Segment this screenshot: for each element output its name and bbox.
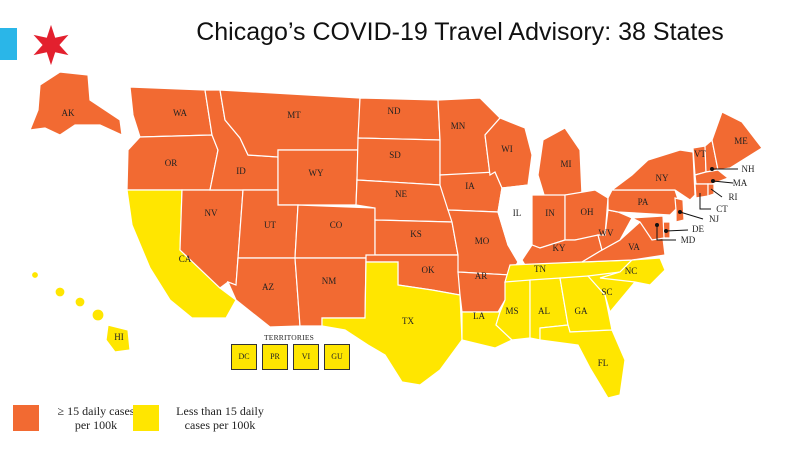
legend-advisory-line1: ≥ 15 daily cases (57, 404, 135, 418)
label-KS: KS (410, 229, 422, 239)
label-NH: NH (742, 164, 755, 174)
label-AR: AR (475, 271, 488, 281)
territories-title: TERRITORIES (264, 333, 314, 342)
state-SC (586, 271, 636, 314)
legend-swatch-advisory (13, 405, 39, 431)
state-NC (599, 257, 666, 286)
label-DE: DE (692, 224, 704, 234)
territory-GU: GU (324, 344, 350, 370)
legend-label-below: Less than 15 daily cases per 100k (160, 404, 280, 432)
legend-label-advisory: ≥ 15 daily cases per 100k (46, 404, 146, 432)
territory-DC: DC (231, 344, 257, 370)
label-VT: VT (694, 149, 706, 159)
label-ND: ND (388, 106, 401, 116)
label-CO: CO (330, 220, 343, 230)
territory-PR: PR (262, 344, 288, 370)
state-CO (294, 204, 376, 259)
label-WI: WI (501, 144, 513, 154)
label-IL: IL (513, 208, 522, 218)
state-HI (30, 270, 131, 353)
state-AK (29, 71, 123, 136)
label-OK: OK (422, 265, 435, 275)
state-SD (356, 137, 441, 186)
label-WY: WY (309, 168, 324, 178)
label-MT: MT (287, 110, 301, 120)
state-FL (539, 324, 626, 399)
label-GA: GA (575, 306, 588, 316)
state-WA (129, 86, 213, 138)
territory-VI: VI (293, 344, 319, 370)
label-NJ: NJ (709, 214, 719, 224)
label-NV: NV (205, 208, 218, 218)
label-AL: AL (538, 306, 550, 316)
chicago-flag-blue-bar (0, 28, 17, 60)
state-IL (497, 184, 533, 263)
label-FL: FL (598, 358, 609, 368)
label-OH: OH (581, 207, 594, 217)
label-AZ: AZ (262, 282, 274, 292)
label-WA: WA (173, 108, 187, 118)
state-ND (357, 97, 441, 141)
state-MD (629, 215, 665, 241)
label-NC: NC (625, 266, 638, 276)
state-WV (597, 209, 633, 251)
label-MO: MO (475, 236, 490, 246)
label-IN: IN (545, 208, 555, 218)
label-UT: UT (264, 220, 276, 230)
map-title: Chicago’s COVID-19 Travel Advisory: 38 S… (196, 18, 724, 46)
legend-advisory-line2: per 100k (74, 418, 118, 432)
label-HI: HI (114, 332, 124, 342)
callout-leaders (655, 167, 738, 241)
label-ME: ME (734, 136, 748, 146)
label-AK: AK (62, 108, 75, 118)
label-NE: NE (395, 189, 407, 199)
label-MN: MN (451, 121, 466, 131)
legend-below-line2: cases per 100k (184, 418, 256, 432)
label-KY: KY (553, 243, 566, 253)
label-WV: WV (599, 228, 614, 238)
label-MS: MS (505, 306, 518, 316)
label-SC: SC (601, 287, 612, 297)
state-TX (321, 261, 463, 386)
label-RI: RI (729, 192, 738, 202)
state-CT (694, 183, 709, 199)
label-NY: NY (656, 173, 669, 183)
legend-below-line1: Less than 15 daily (176, 404, 264, 418)
label-NM: NM (322, 276, 337, 286)
state-IN (531, 194, 566, 249)
label-CT: CT (716, 204, 728, 214)
label-TN: TN (534, 264, 546, 274)
label-MD: MD (681, 235, 696, 245)
chicago-star-icon (33, 24, 69, 66)
state-AZ (226, 257, 301, 328)
state-NJ (674, 197, 685, 223)
label-LA: LA (473, 311, 485, 321)
label-VA: VA (628, 242, 640, 252)
label-IA: IA (465, 181, 475, 191)
label-SD: SD (389, 150, 401, 160)
legend-swatch-below (133, 405, 159, 431)
label-MA: MA (733, 178, 748, 188)
label-CA: CA (179, 254, 192, 264)
label-ID: ID (236, 166, 246, 176)
state-RI (707, 183, 715, 197)
state-NM (294, 257, 367, 327)
label-MI: MI (561, 159, 572, 169)
label-PA: PA (638, 197, 649, 207)
label-OR: OR (165, 158, 178, 168)
label-TX: TX (402, 316, 414, 326)
state-IA (439, 171, 503, 213)
